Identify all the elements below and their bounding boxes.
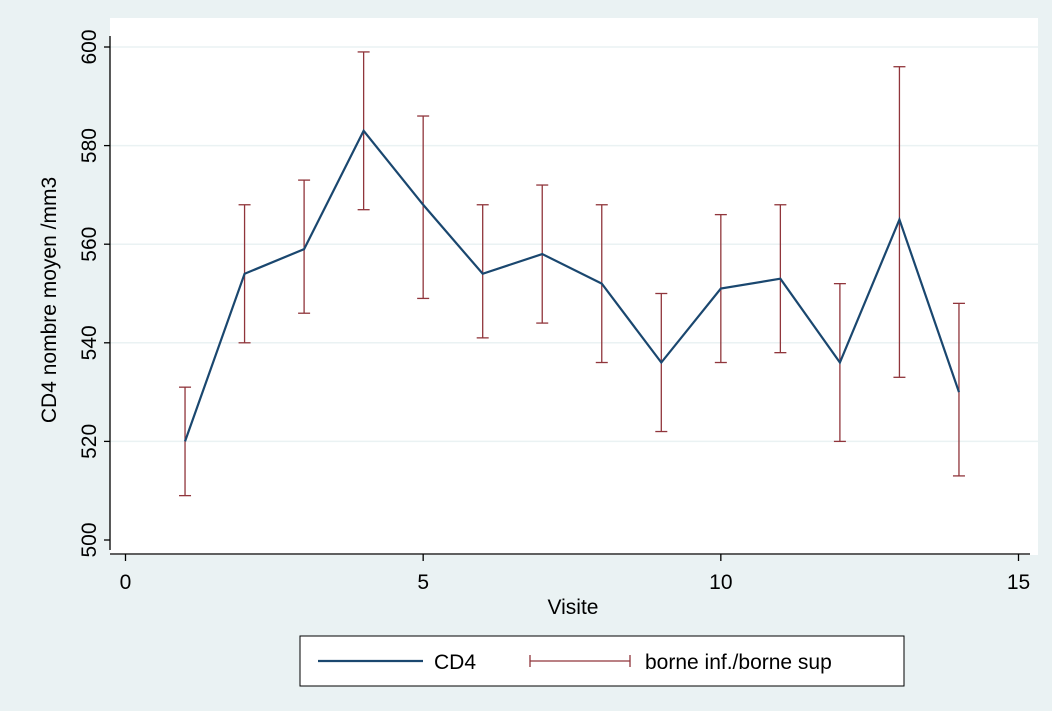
y-tick-label-560: 560 bbox=[78, 227, 101, 262]
legend: CD4 borne inf./borne sup bbox=[300, 636, 904, 686]
y-tick-label-500: 500 bbox=[78, 522, 101, 557]
legend-label-errorbar: borne inf./borne sup bbox=[645, 651, 832, 674]
y-axis-label: CD4 nombre moyen /mm3 bbox=[38, 177, 61, 423]
legend-label-cd4: CD4 bbox=[434, 651, 476, 674]
x-tick-label-5: 5 bbox=[417, 571, 429, 594]
y-tick-label-580: 580 bbox=[78, 128, 101, 163]
x-tick-label-0: 0 bbox=[120, 571, 132, 594]
y-tick-label-540: 540 bbox=[78, 325, 101, 360]
y-tick-label-600: 600 bbox=[78, 29, 101, 64]
y-tick-label-520: 520 bbox=[78, 424, 101, 459]
x-tick-label-10: 10 bbox=[709, 571, 732, 594]
x-tick-label-15: 15 bbox=[1007, 571, 1030, 594]
x-axis-label: Visite bbox=[548, 596, 599, 619]
